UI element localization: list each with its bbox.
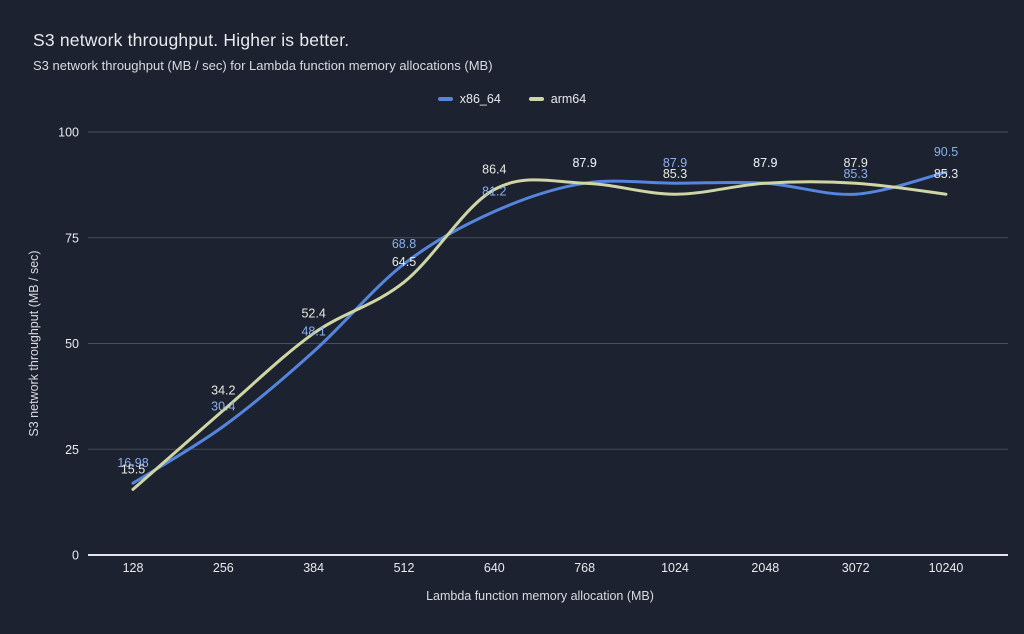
chart-legend: x86_64 arm64 xyxy=(0,92,1024,106)
legend-swatch-arm64 xyxy=(528,97,544,101)
legend-label: arm64 xyxy=(550,92,587,106)
x-tick-label: 2048 xyxy=(751,561,779,575)
data-label-x86_64: 87.9 xyxy=(572,156,596,170)
data-label-arm64: 87.9 xyxy=(572,156,596,170)
data-label-x86_64: 68.8 xyxy=(392,237,416,251)
y-tick-label: 25 xyxy=(65,443,79,457)
data-label-x86_64: 87.9 xyxy=(753,156,777,170)
y-tick-label: 100 xyxy=(58,126,79,140)
x-tick-label: 3072 xyxy=(842,561,870,575)
data-label-arm64: 86.4 xyxy=(482,163,506,177)
data-label-x86_64: 16.98 xyxy=(117,456,148,470)
legend-swatch-x86_64 xyxy=(437,97,453,101)
legend-label: x86_64 xyxy=(459,92,501,106)
chart-title: S3 network throughput. Higher is better. xyxy=(33,30,350,50)
x-tick-label: 640 xyxy=(484,561,505,575)
x-tick-label: 512 xyxy=(394,561,415,575)
data-label-x86_64: 85.3 xyxy=(843,167,867,181)
data-label-x86_64: 48.1 xyxy=(301,325,325,339)
series-line-arm64[interactable] xyxy=(131,178,948,491)
data-label-arm64: 52.4 xyxy=(301,306,325,320)
y-tick-label: 0 xyxy=(72,549,79,563)
data-label-x86_64: 81.2 xyxy=(482,185,506,199)
data-label-arm64: 85.3 xyxy=(663,167,687,181)
data-label-arm64: 64.5 xyxy=(392,255,416,269)
chart-subtitle: S3 network throughput (MB / sec) for Lam… xyxy=(33,58,493,73)
data-label-x86_64: 87.9 xyxy=(663,156,687,170)
legend-item-x86_64[interactable]: x86_64 xyxy=(437,92,501,106)
data-label-x86_64: 30.4 xyxy=(211,399,235,413)
y-axis-title: S3 network throughput (MB / sec) xyxy=(27,250,41,436)
legend-item-arm64[interactable]: arm64 xyxy=(528,92,587,106)
x-tick-label: 768 xyxy=(574,561,595,575)
x-tick-label: 384 xyxy=(303,561,324,575)
data-label-arm64: 15.5 xyxy=(121,462,145,476)
data-label-arm64: 87.9 xyxy=(753,156,777,170)
data-label-arm64: 87.9 xyxy=(843,156,867,170)
series-line-x86_64[interactable] xyxy=(131,170,948,485)
data-label-arm64: 34.2 xyxy=(211,383,235,397)
data-label-arm64: 85.3 xyxy=(934,167,958,181)
x-tick-label: 1024 xyxy=(661,561,689,575)
x-tick-label: 10240 xyxy=(929,561,964,575)
y-tick-label: 75 xyxy=(65,231,79,245)
x-tick-label: 128 xyxy=(123,561,144,575)
data-label-x86_64: 90.5 xyxy=(934,145,958,159)
x-tick-label: 256 xyxy=(213,561,234,575)
y-tick-label: 50 xyxy=(65,337,79,351)
x-axis-title: Lambda function memory allocation (MB) xyxy=(426,589,654,603)
